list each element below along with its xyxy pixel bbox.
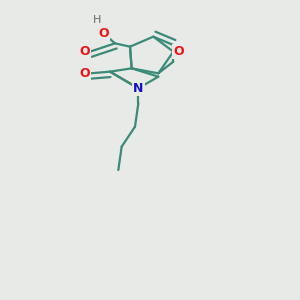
Text: N: N bbox=[133, 82, 143, 95]
Text: O: O bbox=[98, 27, 109, 40]
Text: O: O bbox=[80, 45, 90, 58]
Text: O: O bbox=[173, 45, 184, 58]
Text: O: O bbox=[80, 67, 90, 80]
Text: H: H bbox=[92, 15, 101, 25]
